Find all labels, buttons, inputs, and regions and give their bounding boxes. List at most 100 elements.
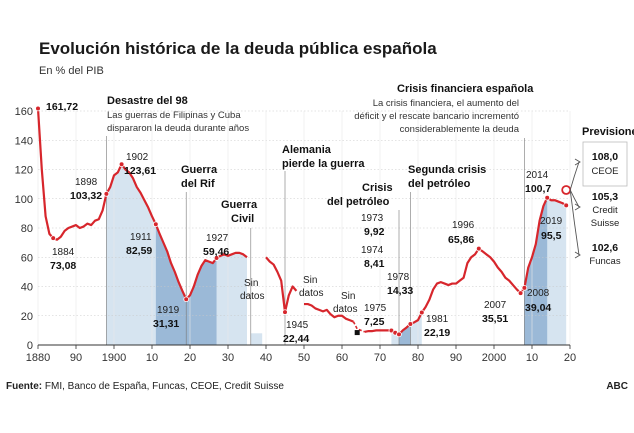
annotation-year-1996: 1996 (452, 220, 475, 231)
event-petroleo2-line1: Segunda crisis (408, 164, 486, 176)
annotation-value-1927: 59,46 (203, 246, 229, 258)
event-desastre-line1: Las guerras de Filipinas y Cuba (107, 110, 241, 121)
annotation-year-1978: 1978 (387, 272, 410, 283)
event-desastre-title: Desastre del 98 (107, 95, 188, 107)
shade-dark-1 (186, 258, 217, 345)
annotation-value-1902: 123,61 (124, 165, 156, 177)
chart-title: Evolución histórica de la deuda pública … (39, 39, 437, 58)
marker-1996 (475, 245, 482, 252)
x-tick-1900: 1900 (102, 352, 126, 364)
annotation-year-1919: 1919 (157, 305, 180, 316)
x-tick-1890: 90 (70, 352, 82, 364)
x-tick-1980: 80 (412, 352, 424, 364)
y-tick-160: 160 (15, 106, 33, 118)
series-segment-1 (265, 256, 298, 314)
annotation-year-1945: 1945 (286, 320, 309, 331)
event-rif-line1: Guerra (181, 164, 218, 176)
forecast-ceoe-value: 108,0 (592, 151, 618, 163)
annotation-value-1975: 7,25 (364, 316, 385, 328)
x-tick-1970: 70 (374, 352, 386, 364)
forecast-creditsuisse-value: 105,3 (592, 191, 618, 203)
event-guide-lines (106, 136, 525, 345)
forecast-arrow-2 (569, 189, 580, 256)
annotation-value-1898: 103,32 (70, 190, 102, 202)
series-dashed (352, 321, 366, 333)
forecast-arrow-0 (569, 161, 580, 191)
series-segment-0 (36, 108, 248, 301)
marker-1945 (282, 309, 288, 315)
shade-light-0 (106, 164, 156, 345)
annotation-year-2014: 2014 (526, 170, 549, 181)
chart-subtitle: En % del PIB (39, 65, 104, 77)
marker-1902 (118, 161, 125, 168)
forecast-group: Previsiones 108,0 CEOE 105,3 Credit Suis… (561, 126, 634, 267)
annotation-value-1973: 9,92 (364, 226, 385, 238)
x-tick-1880: 1880 (26, 352, 50, 364)
marker-square (354, 330, 360, 336)
event-civil-line2: Civil (231, 213, 254, 225)
x-tick-2000: 2000 (482, 352, 506, 364)
forecast-arrowhead-0 (574, 158, 581, 166)
y-tick-100: 100 (15, 194, 33, 206)
annotation-year-2007: 2007 (484, 300, 507, 311)
source-note: Fuente: FMI, Banco de España, Funcas, CE… (6, 381, 284, 392)
annotation-year-1902: 1902 (126, 152, 149, 163)
annotation-value-1996: 65,86 (448, 234, 474, 246)
marker-2008 (521, 285, 528, 291)
y-tick-120: 120 (15, 165, 33, 177)
marker-1880 (35, 105, 41, 112)
gridlines (37, 110, 571, 346)
event-desastre-line2: dispararon la deuda durante años (107, 123, 249, 134)
event-rif-line2: del Rif (181, 178, 215, 190)
shaded-periods (106, 164, 567, 345)
x-tick-2010: 10 (526, 352, 538, 364)
sin-datos-3-line2: datos (333, 304, 357, 315)
event-alemania-line2: pierde la guerra (282, 158, 365, 170)
forecast-arrowhead-2 (574, 251, 581, 259)
event-alemania-line1: Alemania (282, 144, 332, 156)
forecast-origin (561, 185, 572, 195)
marker-1919 (183, 296, 190, 303)
marker-1898 (103, 191, 110, 197)
annotation-year-1927: 1927 (206, 233, 229, 244)
debt-series (35, 105, 569, 338)
annotation-value-1919: 31,31 (153, 318, 179, 330)
missing-data-labels: Sin datos Sin datos Sin datos (240, 275, 357, 315)
annotation-value-2019: 95,5 (541, 230, 562, 242)
event-civil-line1: Guerra (221, 199, 258, 211)
annotation-year-1974: 1974 (361, 245, 384, 256)
marker-1927 (213, 255, 220, 261)
forecast-creditsuisse-label1: Credit (592, 205, 618, 216)
event-labels: Desastre del 98 Las guerras de Filipinas… (107, 83, 534, 225)
marker-2014 (544, 194, 550, 201)
sin-datos-2-line2: datos (299, 288, 323, 299)
y-tick-80: 80 (21, 223, 33, 235)
sin-datos-1-line2: datos (240, 291, 264, 302)
value-annotations: 161,72 1884 73,08 1898 103,32 1902 123,6… (46, 101, 563, 345)
event-financiera-line2: déficit y el rescate bancario incrementó (354, 111, 519, 122)
marker-1978 (407, 321, 414, 327)
annotation-value-2008: 39,04 (525, 302, 551, 314)
annotation-value-1911: 82,59 (126, 245, 152, 257)
annotation-year-1911: 1911 (130, 232, 152, 243)
annotation-year-1975: 1975 (364, 303, 387, 314)
forecast-creditsuisse-label2: Suisse (591, 218, 620, 229)
annotation-year-2019: 2019 (540, 216, 563, 227)
shade-dark-4 (524, 197, 548, 345)
source-label: Fuente: (6, 381, 42, 392)
y-tick-140: 140 (15, 135, 33, 147)
event-financiera-title: Crisis financiera española (397, 83, 534, 95)
axes: 0 20 40 60 80 100 120 140 160 1880 90 1900 10 20 30 40 5… (15, 106, 576, 364)
y-tick-20: 20 (21, 311, 33, 323)
x-tick-1990: 90 (450, 352, 462, 364)
shade-dark-3 (399, 324, 411, 345)
event-financiera-line1: La crisis financiera, el aumento del (373, 98, 519, 109)
series-segment-2 (304, 302, 354, 323)
annotation-value-1981: 22,19 (424, 327, 450, 339)
marker-1975 (396, 331, 402, 338)
sin-datos-3-line1: Sin (341, 291, 355, 302)
forecast-box (582, 141, 628, 187)
annotation-year-1898: 1898 (75, 177, 98, 188)
x-tick-1930: 30 (222, 352, 234, 364)
